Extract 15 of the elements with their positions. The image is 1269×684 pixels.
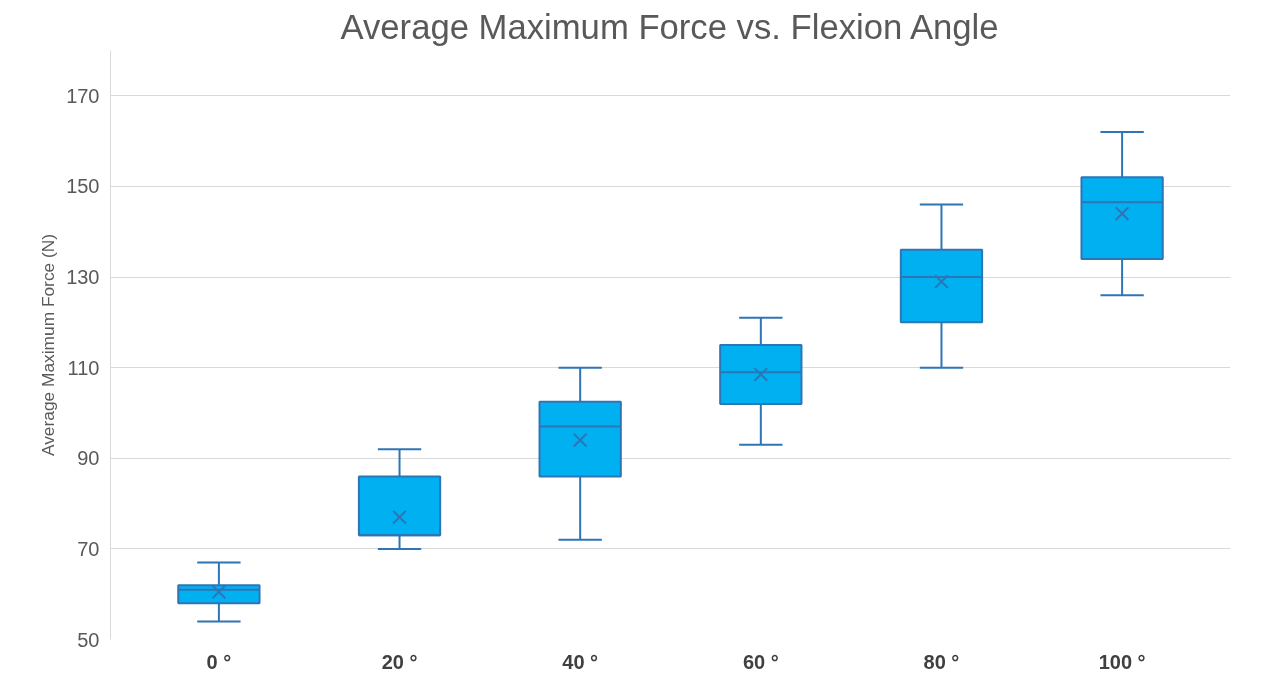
y-tick-label: 70 (77, 537, 100, 560)
x-tick-label: 40 ° (562, 650, 599, 673)
y-tick-label: 130 (66, 266, 100, 289)
y-axis-title: Average Maximum Force (N) (38, 233, 59, 457)
y-tick-label: 150 (66, 175, 100, 198)
x-tick-label: 80 ° (923, 650, 960, 673)
y-tick-label: 90 (77, 447, 100, 470)
chart-title: Average Maximum Force vs. Flexion Angle (340, 7, 999, 46)
x-tick-label: 20 ° (381, 650, 418, 673)
y-tick-label: 50 (77, 628, 100, 651)
x-tick-label: 60 ° (742, 650, 779, 673)
x-tick-label: 0 ° (206, 650, 232, 673)
y-tick-label: 170 (66, 84, 100, 107)
x-tick-label: 100 ° (1098, 650, 1146, 673)
y-tick-label: 110 (67, 356, 100, 379)
